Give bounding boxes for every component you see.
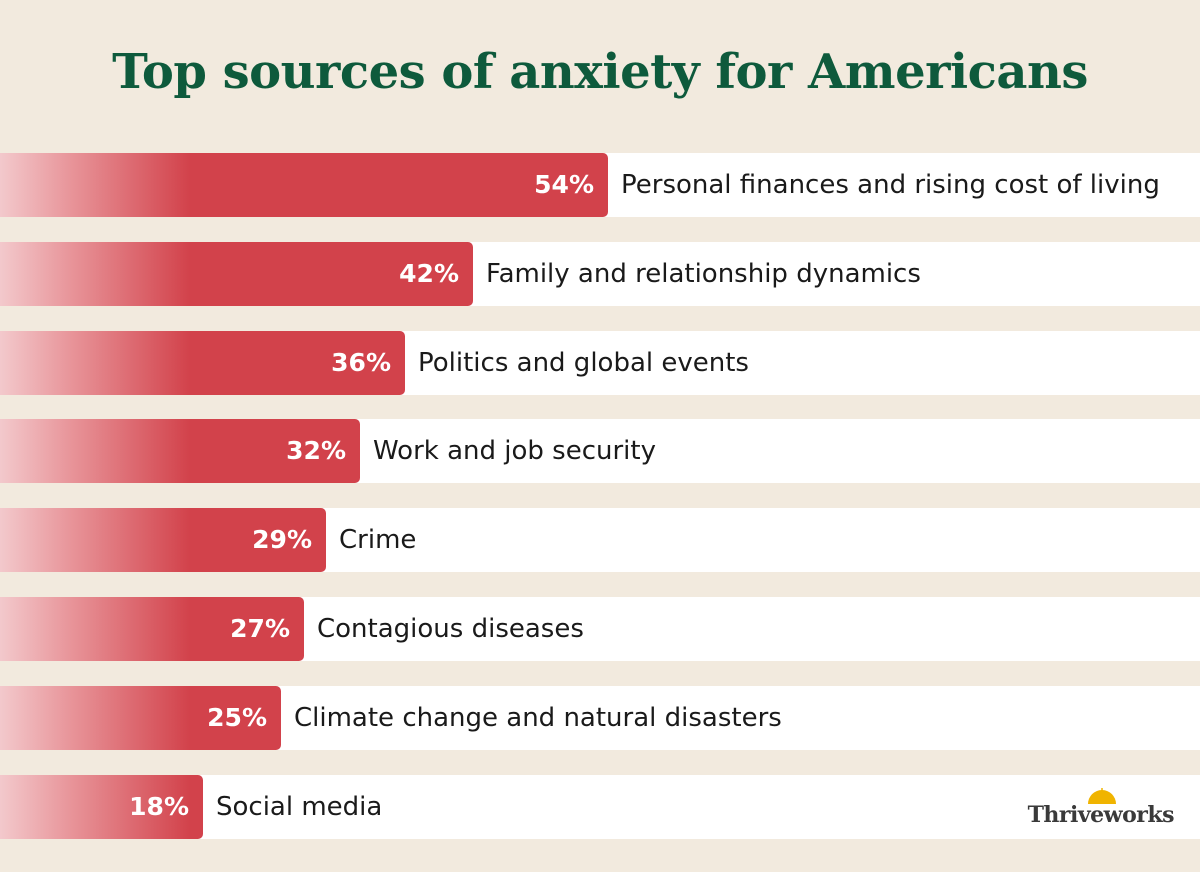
bar-row: 54% Personal finances and rising cost of … xyxy=(0,153,1200,217)
category-label: Climate change and natural disasters xyxy=(294,702,782,733)
category-label: Contagious diseases xyxy=(317,614,584,644)
category-label: Personal finances and rising cost of liv… xyxy=(621,170,1160,200)
logo-text: Thriveworks xyxy=(1027,802,1175,828)
category-label: Politics and global events xyxy=(418,347,749,378)
bar: 32% xyxy=(0,419,360,484)
category-label: Crime xyxy=(339,525,417,556)
sun-icon xyxy=(1088,788,1116,804)
bar-value-label: 42% xyxy=(399,258,459,288)
bar-value-label: 18% xyxy=(129,791,189,821)
bar-value-label: 29% xyxy=(252,525,312,555)
bar-row: 27% Contagious diseases xyxy=(0,597,1200,661)
bar: 42% xyxy=(0,241,473,306)
bar: 27% xyxy=(0,597,304,661)
bar: 18% xyxy=(0,774,203,839)
category-label: Work and job security xyxy=(373,436,656,467)
bar-row: 25% Climate change and natural disasters xyxy=(0,685,1200,750)
bar-value-label: 54% xyxy=(534,170,594,199)
bar-value-label: 32% xyxy=(286,436,346,466)
bar: 54% xyxy=(0,153,608,217)
thriveworks-logo: Thriveworks xyxy=(1014,788,1175,828)
bar-row: 29% Crime xyxy=(0,508,1200,573)
bar-value-label: 27% xyxy=(230,614,290,643)
bar-row: 42% Family and relationship dynamics xyxy=(0,241,1200,306)
bar: 29% xyxy=(0,508,326,573)
bar-row: 36% Politics and global events xyxy=(0,330,1200,395)
category-label: Family and relationship dynamics xyxy=(486,258,921,289)
bar-row: 32% Work and job security xyxy=(0,419,1200,484)
bar-value-label: 36% xyxy=(331,347,391,377)
chart-title: Top sources of anxiety for Americans xyxy=(112,44,1088,100)
bar: 25% xyxy=(0,685,281,750)
bar-value-label: 25% xyxy=(207,702,267,732)
bar-row: 18% Social media xyxy=(0,774,1200,839)
bar: 36% xyxy=(0,330,405,395)
category-label: Social media xyxy=(216,791,383,822)
